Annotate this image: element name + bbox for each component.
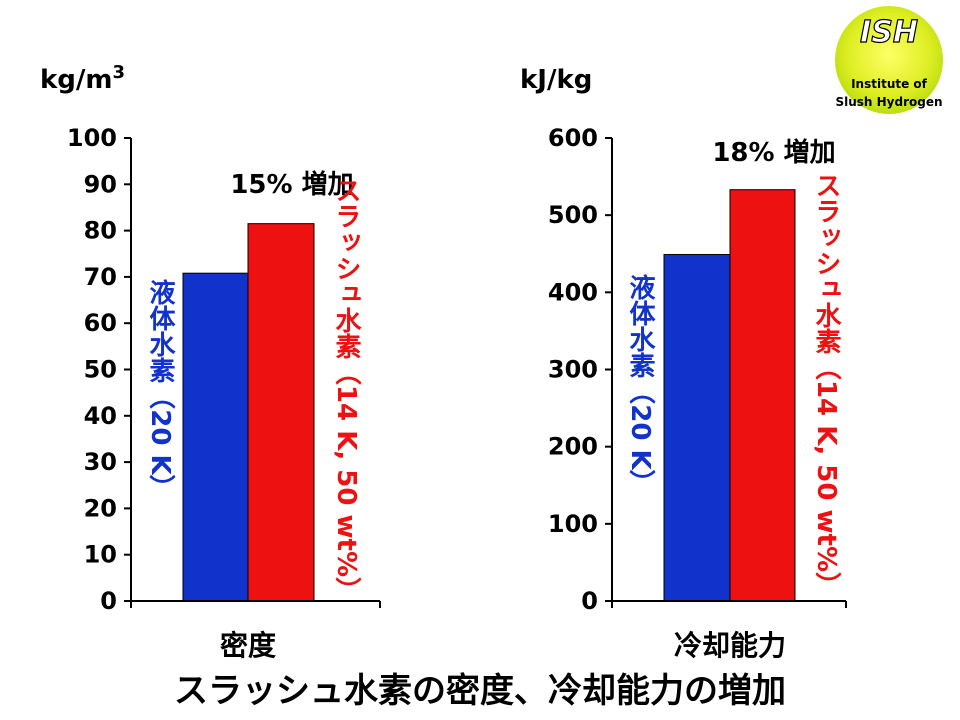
y-tick-label: 40	[84, 402, 117, 430]
increase-annotation: 15% 増加	[230, 170, 353, 200]
y-tick-label: 50	[84, 356, 117, 384]
series-label-slush: スラッシュ水素（14 K, 50 wt%）	[811, 172, 841, 598]
series-label-slush: スラッシュ水素（14 K, 50 wt%）	[331, 177, 361, 603]
bar-liquid	[182, 272, 249, 602]
y-tick-label: 10	[84, 541, 117, 569]
y-tick-label: 100	[548, 510, 598, 538]
y-tick-label: 0	[100, 587, 117, 615]
y-tick-label: 100	[67, 124, 117, 152]
logo-line2: Slush Hydrogen	[835, 95, 942, 109]
y-tick-label: 20	[84, 494, 117, 522]
y-tick-label: 500	[548, 201, 598, 229]
ish-logo: ISH Institute of Slush Hydrogen	[835, 6, 943, 114]
bar-slush	[729, 189, 796, 602]
y-tick-label: 90	[84, 170, 117, 198]
y-tick-label: 30	[84, 448, 117, 476]
logo-circle	[835, 6, 943, 114]
y-tick-label: 600	[548, 124, 598, 152]
chart-2: kJ/kg 0 100 200 300 400 500 600 冷却能力 18% 増加液体水素（2…	[520, 65, 847, 662]
x-category-label: 冷却能力	[674, 629, 786, 662]
y-tick-label: 0	[581, 587, 598, 615]
bar-slush	[247, 223, 315, 602]
series-label-liquid: 液体水素（20 K）	[625, 274, 655, 496]
y-unit-label: kJ/kg	[520, 65, 592, 95]
x-category-label: 密度	[220, 629, 276, 662]
y-tick-label: 200	[548, 433, 598, 461]
y-tick-label: 300	[548, 356, 598, 384]
y-unit-superscript: 3	[113, 62, 126, 83]
series-label-liquid: 液体水素（20 K）	[145, 279, 175, 501]
chart-1: kg/m3 0 10 20 30 40 50 60 70 80 90 100 密度 15% 増加液体水素（…	[40, 62, 381, 662]
main-title: スラッシュ水素の密度、冷却能力の増加	[174, 671, 786, 711]
logo-line1: Institute of	[851, 77, 928, 91]
y-tick-label: 80	[84, 217, 117, 245]
logo-abbr: ISH	[860, 15, 918, 50]
y-tick-label: 60	[84, 309, 117, 337]
y-tick-label: 400	[548, 278, 598, 306]
y-unit-label: kg/m3	[40, 62, 125, 95]
increase-annotation: 18% 増加	[712, 138, 835, 168]
bar-liquid	[663, 254, 731, 602]
y-tick-label: 70	[84, 263, 117, 291]
